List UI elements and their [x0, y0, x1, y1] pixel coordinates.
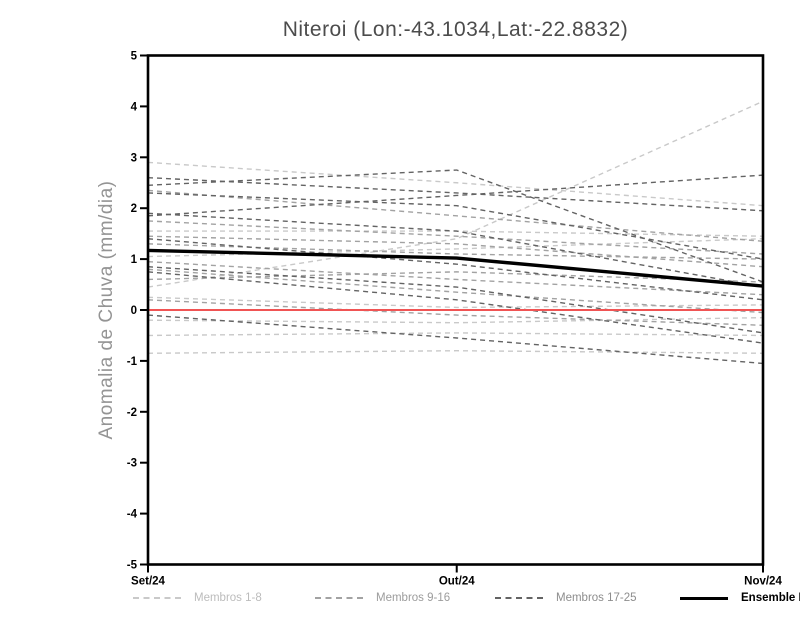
membros-1-8-line-swatch — [133, 597, 181, 599]
member-line-13 — [147, 268, 764, 314]
y-tick-label: 4 — [131, 101, 138, 113]
legend-item-membros-9-16: Membros 9-16 — [315, 590, 450, 606]
member-line-20 — [147, 192, 764, 260]
member-line-14 — [147, 271, 764, 283]
member-line-9 — [147, 189, 764, 242]
legend-label: Membros 1-8 — [194, 592, 262, 604]
member-line-22 — [147, 238, 764, 301]
member-line-25 — [147, 314, 764, 365]
member-line-17 — [147, 176, 764, 212]
legend-item-membros-1-8: Membros 1-8 — [133, 590, 262, 606]
ensemble-mean-line-swatch — [680, 596, 728, 600]
x-tick-label: Nov/24 — [744, 576, 782, 588]
y-tick-label: 2 — [131, 203, 137, 215]
y-tick-label: -1 — [127, 356, 138, 368]
member-line-15 — [147, 299, 764, 326]
member-line-24 — [147, 271, 764, 344]
ensemble-mean-line — [147, 248, 764, 288]
member-line-23 — [147, 266, 764, 334]
legend-item-membros-17-25: Membros 17-25 — [495, 590, 637, 606]
member-line-1 — [147, 161, 764, 207]
y-tick-label: 0 — [131, 305, 137, 317]
legend-item-ensemble-mean: Ensemble Mean — [680, 590, 800, 606]
y-tick-label: -2 — [127, 407, 137, 419]
member-line-18 — [147, 169, 764, 283]
member-line-19 — [147, 174, 764, 217]
y-tick-label: 5 — [131, 51, 138, 63]
member-line-7 — [147, 350, 764, 354]
membros-17-25-line-swatch — [495, 597, 543, 599]
member-line-5 — [147, 316, 764, 324]
member-line-21 — [147, 212, 764, 288]
membros-9-16-line-swatch — [315, 597, 363, 599]
legend-label: Membros 9-16 — [376, 592, 451, 604]
y-tick-label: 1 — [131, 254, 138, 266]
legend-label: Ensemble Mean — [741, 592, 800, 604]
y-tick-label: -5 — [127, 560, 138, 572]
legend: Membros 1-8 Membros 9-16 Membros 17-25 E… — [0, 590, 800, 610]
y-tick-label: -3 — [127, 458, 137, 470]
y-tick-label: -4 — [127, 509, 138, 521]
member-line-12 — [147, 260, 764, 296]
legend-label: Membros 17-25 — [556, 592, 637, 604]
chart-title: Niteroi (Lon:-43.1034,Lat:-22.8832) — [282, 18, 629, 41]
member-line-11 — [147, 235, 764, 268]
member-line-6 — [147, 332, 764, 337]
x-tick-label: Out/24 — [439, 576, 475, 588]
x-tick-label: Set/24 — [131, 576, 165, 588]
y-tick-label: 3 — [131, 152, 137, 164]
member-line-10 — [147, 220, 764, 255]
